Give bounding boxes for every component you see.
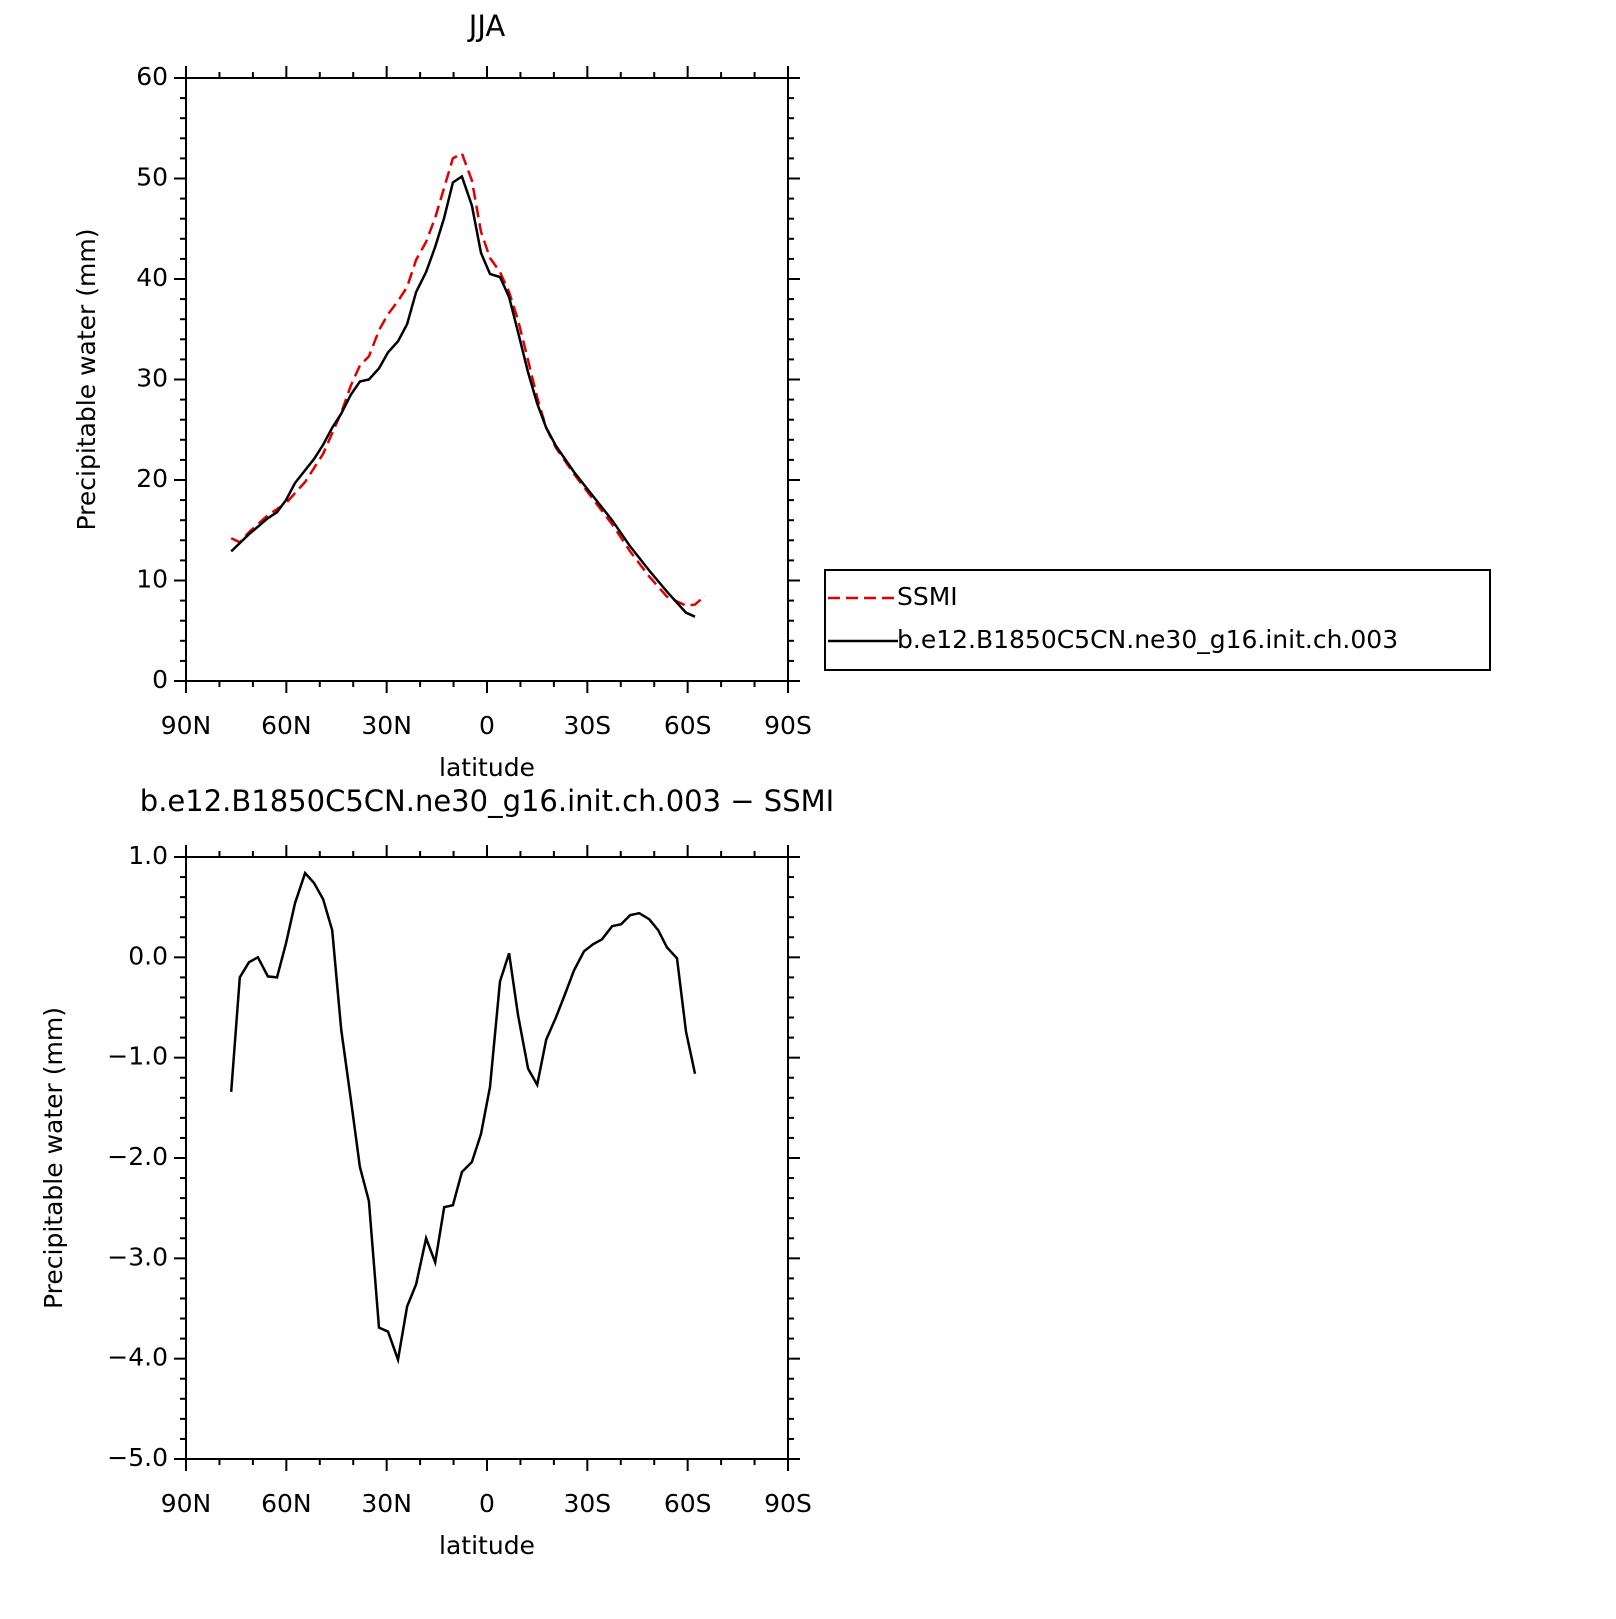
y-axis-label: Precipitable water (mm) <box>39 1007 68 1309</box>
x-tick-label: 60N <box>261 1489 312 1518</box>
chart-title: JJA <box>467 9 506 43</box>
x-tick-label: 60S <box>664 711 712 740</box>
plot-frame <box>185 77 789 682</box>
y-tick-label: 60 <box>136 62 168 91</box>
x-tick-label: 30S <box>563 711 611 740</box>
x-tick-label: 90N <box>161 711 212 740</box>
data-line <box>230 151 706 607</box>
x-axis-label: latitude <box>439 1531 535 1560</box>
y-tick-label: 20 <box>136 464 168 493</box>
y-tick-label: −1.0 <box>107 1042 168 1071</box>
x-axis-label: latitude <box>439 753 535 782</box>
x-tick-label: 30N <box>361 711 412 740</box>
subplot: JJA latitude Precipitable water (mm) 0 10 20 3… <box>72 9 1491 782</box>
y-tick-label: 10 <box>136 565 168 594</box>
y-tick-label: 40 <box>136 263 168 292</box>
y-tick-label: 50 <box>136 163 168 192</box>
x-tick-label: 90S <box>764 711 812 740</box>
y-tick-label: 0.0 <box>128 941 168 970</box>
x-tick-label: 30N <box>361 1489 412 1518</box>
data-line <box>230 174 696 618</box>
legend-label: SSMI <box>897 582 958 611</box>
y-tick-label: −4.0 <box>107 1343 168 1372</box>
y-tick-label: 30 <box>136 364 168 393</box>
y-tick-label: 1.0 <box>128 841 168 870</box>
y-tick-label: 0 <box>152 665 168 694</box>
x-tick-label: 0 <box>479 711 495 740</box>
data-line <box>229 870 697 1365</box>
subplot: b.e12.B1850C5CN.ne30_g16.init.ch.003 − S… <box>39 784 834 1560</box>
y-axis-label: Precipitable water (mm) <box>72 229 101 531</box>
x-tick-label: 90S <box>764 1489 812 1518</box>
x-tick-label: 60N <box>261 711 312 740</box>
x-tick-label: 0 <box>479 1489 495 1518</box>
y-tick-label: −2.0 <box>107 1142 168 1171</box>
x-tick-label: 90N <box>161 1489 212 1518</box>
legend-box <box>824 569 1491 671</box>
y-tick-label: −5.0 <box>107 1443 168 1472</box>
plot-frame <box>185 856 789 1460</box>
legend: SSMI b.e12.B1850C5CN.ne30_g16.init.ch.003 <box>824 569 1491 671</box>
legend-label: b.e12.B1850C5CN.ne30_g16.init.ch.003 <box>897 625 1398 654</box>
y-tick-label: −3.0 <box>107 1242 168 1271</box>
x-tick-label: 30S <box>563 1489 611 1518</box>
chart-title: b.e12.B1850C5CN.ne30_g16.init.ch.003 − S… <box>140 784 834 818</box>
x-tick-label: 60S <box>664 1489 712 1518</box>
